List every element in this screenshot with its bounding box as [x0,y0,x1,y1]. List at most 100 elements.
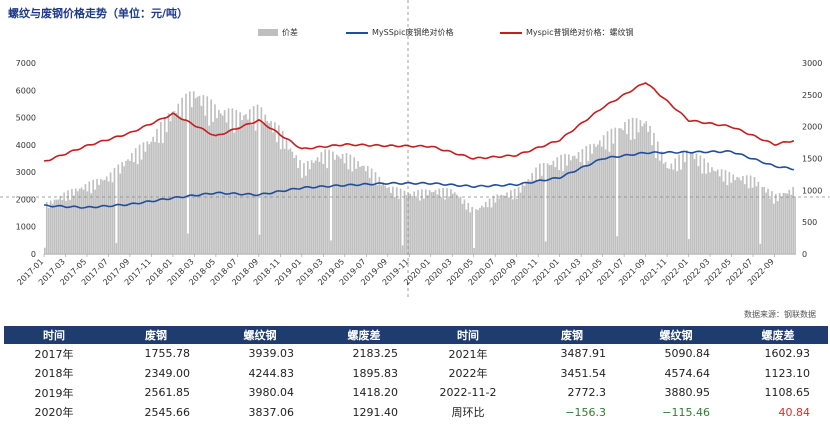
spread-bar [82,189,85,254]
spread-bar [376,185,379,254]
header-time-2: 时间 [416,326,520,344]
spread-bar [357,161,359,254]
spread-bar [295,155,298,254]
spread-bar [380,185,383,254]
spread-bar [502,195,504,254]
spread-bar [324,149,327,254]
spread-bar [115,243,118,254]
spread-bar [745,175,748,254]
spread-bar [436,194,439,254]
spread-bar [637,132,640,254]
spread-bar [227,108,230,255]
cell-weekly-label: 周环比 [451,406,485,420]
spread-bar [146,141,149,254]
spread-bar [355,168,357,254]
spread-bar [291,151,294,254]
spread-bar [554,167,557,254]
spread-bar [111,182,114,254]
spread-bar [413,191,415,254]
spread-bar [343,163,346,254]
spread-bar [751,187,754,254]
spread-bar [552,160,555,254]
spread-bar [428,190,431,254]
spread-bar [279,149,282,254]
spread-bar [595,146,597,254]
spread-bar [69,199,71,254]
spread-bar [219,113,222,255]
spread-bar [537,180,539,254]
spread-bar [740,180,742,254]
spread-bar [113,167,116,254]
spread-bar [202,95,205,254]
spread-bar [655,158,657,254]
spread-bar [788,189,791,254]
spread-bar [189,91,191,254]
spread-bar [757,181,760,254]
header-time: 时间 [4,326,104,344]
cell-spread-2: 1123.10 [764,366,811,380]
cell-scrap: 2561.85 [144,386,191,400]
table-header-row: 时间 废钢 螺纹钢 螺废差 时间 废钢 螺纹钢 螺废差 [4,326,828,344]
spread-bar [774,193,777,254]
spread-bar [633,138,636,254]
spread-bar [627,119,630,254]
spread-bar [150,141,152,254]
spread-bar [256,104,259,254]
spread-bar [196,96,199,254]
spread-bar [469,212,472,254]
spread-bar [761,187,764,254]
spread-bar [61,199,64,254]
cell-rebar: 3980.04 [248,386,295,400]
spread-bar [388,187,390,254]
spread-bar [769,198,771,254]
cell-scrap: 1755.78 [144,347,191,361]
chart-legend: 价差 MySSpic废钢绝对价格 Myspic普钢绝对价格：螺纹钢 [0,27,830,39]
spread-bar [276,142,278,254]
spread-bar [374,172,377,254]
spread-bar [473,247,475,254]
spread-bar [564,154,566,254]
spread-bar [100,178,102,254]
spread-bar [353,157,356,254]
spread-bar [734,180,736,254]
spread-bar [328,149,330,254]
spread-bar [647,131,649,254]
cell-scrap-change: −156.3 [565,405,606,419]
spread-bar [639,120,642,254]
spread-bar [616,236,619,254]
spread-bar [90,193,93,254]
header-scrap: 废钢 [104,326,208,344]
spread-bar [160,122,162,254]
spread-bar [492,195,495,254]
cell-scrap: 2349.00 [144,366,191,380]
spread-bar [386,188,388,254]
spread-bar [314,160,317,254]
spread-bar [235,110,238,255]
spread-bar [763,187,765,254]
spread-bar [125,160,127,254]
spread-bar [177,103,180,255]
legend-swatch-scrap [346,31,368,34]
spread-bar [544,241,547,254]
spread-bar [747,188,750,254]
y-right-tick-label: 1000 [802,186,822,195]
cell-spread-2: 1602.93 [764,347,811,361]
spread-bar [392,186,394,254]
cell-rebar: 4244.83 [248,366,295,380]
spread-bar [569,160,572,254]
spread-bar [262,122,265,254]
spread-bar [96,178,98,254]
spread-bar [223,110,226,254]
spread-bar [187,233,189,254]
spread-bar [707,162,709,254]
spread-bar [140,159,143,254]
spread-bar [121,162,123,254]
spread-bar [370,168,373,254]
spread-bar [364,171,367,254]
spread-bar [63,192,65,254]
y-left-tick-label: 3000 [16,168,36,177]
spread-bar [57,199,60,254]
spread-bar [614,127,617,254]
spread-bar [341,154,344,254]
spread-bar [204,115,207,254]
